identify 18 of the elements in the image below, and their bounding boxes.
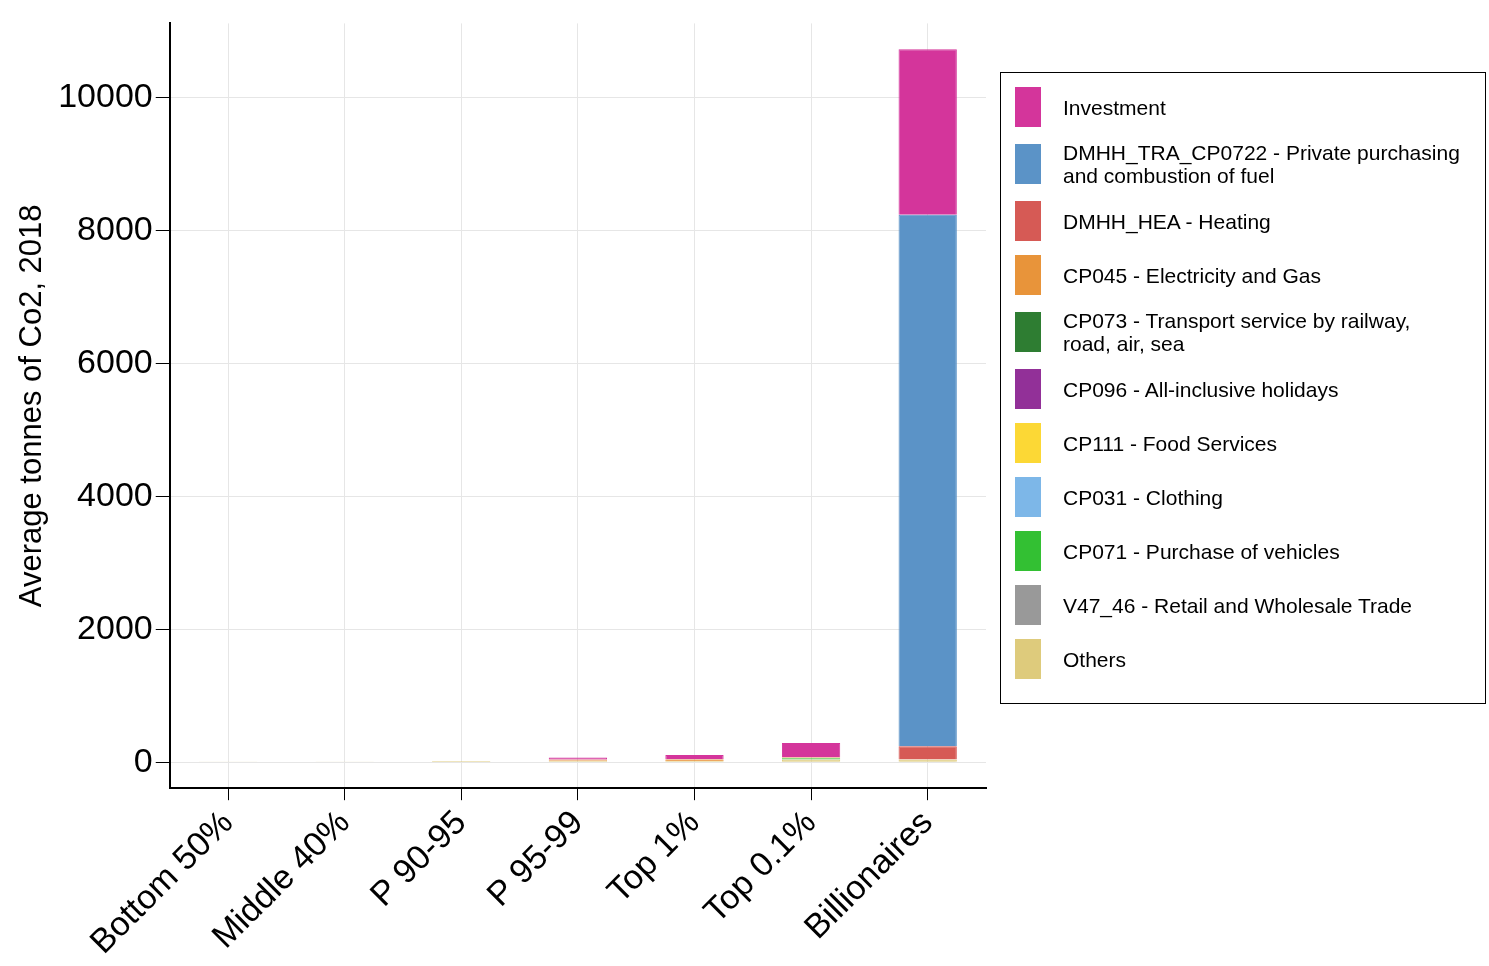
- y-tick-label: 6000: [77, 341, 153, 380]
- legend-label: V47_46 - Retail and Wholesale Trade: [1063, 593, 1413, 617]
- legend-label: DMHH_HEA - Heating: [1063, 209, 1271, 233]
- y-tick-label: 10000: [58, 76, 153, 115]
- y-axis-title: Average tonnes of Co2, 2018: [13, 204, 49, 608]
- legend-label: CP071 - Purchase of vehicles: [1063, 539, 1340, 563]
- y-tick-label: 2000: [77, 607, 153, 646]
- legend-label: DMHH_TRA_CP0722 - Private purchasing and combustion of fuel: [1063, 141, 1461, 187]
- y-tick-label: 0: [133, 740, 153, 779]
- legend-label: CP096 - All-inclusive holidays: [1063, 377, 1339, 401]
- legend-label: CP073 - Transport service by railway, road, air, sea: [1063, 309, 1412, 355]
- legend-label: CP031 - Clothing: [1063, 485, 1223, 509]
- legend-label: Investment: [1063, 95, 1166, 119]
- y-tick-label: 4000: [77, 474, 153, 513]
- legend-label: CP111 - Food Services: [1063, 431, 1277, 455]
- legend-label: CP045 - Electricity and Gas: [1063, 263, 1321, 287]
- y-tick-label: 8000: [77, 209, 153, 248]
- legend-label: Others: [1063, 647, 1127, 671]
